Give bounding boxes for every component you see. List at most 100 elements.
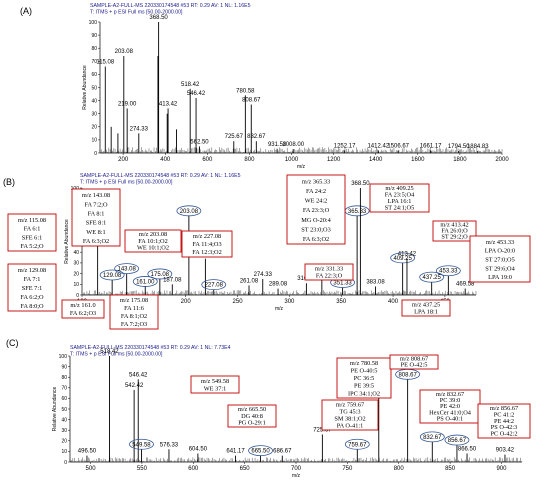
annotation-border <box>109 294 159 330</box>
annotation-lipid: PE 44:2 <box>494 418 514 425</box>
annotation-border <box>190 375 240 394</box>
annotation-lipid: PE 39:5 <box>354 383 374 390</box>
x-tick-label: 550 <box>137 466 148 472</box>
peak-label: 546.42 <box>129 372 148 378</box>
annotation-box: m/z 365.33 FA 24:2 WE 24:2 FA 23:3;O MG O-20… <box>286 174 346 245</box>
annotation-lipid: FA 8:1 <box>88 210 105 217</box>
annotation-lipid: FA 22:3;O <box>316 272 343 279</box>
peak-label: 518.42 <box>181 82 200 88</box>
annotation-mz: m/z 453.33 <box>486 239 514 246</box>
annotation-lipid: LPA 18:1 <box>414 308 438 315</box>
x-tick-label: 650 <box>240 466 251 472</box>
y-tick-label: 80 <box>91 46 97 52</box>
annotation-mz: m/z 409.25 <box>385 185 413 192</box>
annotation-box: m/z 161.0FA 6:2;O3 <box>61 299 105 319</box>
peak-label: 143.08 <box>117 267 136 273</box>
peak-label: 832.67 <box>423 435 442 441</box>
annotation-border <box>477 403 531 439</box>
panel-label: (B) <box>3 177 15 187</box>
peak-label: 261.08 <box>240 278 259 284</box>
peak-label: 203.08 <box>180 209 199 215</box>
annotation-lipid: FA 23:5;O4 <box>385 192 415 199</box>
y-tick-label: 30 <box>73 261 79 267</box>
x-tick-label: 1600 <box>411 157 425 163</box>
annotation-mz: m/z 143.08 <box>82 192 110 199</box>
annotation-mz: m/z 203.08 <box>139 231 167 238</box>
annotation-lipid: FA 11:6 <box>124 305 144 312</box>
y-tick-label: 40 <box>91 98 97 104</box>
peak-label: 725.67 <box>225 134 244 140</box>
y-tick-label: 50 <box>61 407 67 413</box>
annotation-lipid: PC 36:5 <box>354 375 374 382</box>
annotation-lipid: ST 29:6;O4 <box>485 265 515 272</box>
annotation-mz: m/z 856.67 <box>490 405 518 412</box>
annotation-border <box>321 399 379 431</box>
peak-label: 808.67 <box>242 98 261 104</box>
annotation-lipid: PG O-29:1 <box>238 420 265 427</box>
y-tick-label: 10 <box>61 449 67 455</box>
annotation-border <box>7 213 57 252</box>
annotation-lipid: LPA O-20:0 <box>485 248 515 255</box>
annotation-border <box>71 188 121 247</box>
peak-highlight-circle <box>419 431 445 443</box>
peak-label: 518.42 <box>100 349 119 355</box>
scan-header-line-1: SAMPLE-A2-FULL-MS 220330174548 #53 RT: 0… <box>90 3 251 9</box>
y-tick-label: 100 <box>59 354 68 360</box>
annotation-mz: m/z 413.42 <box>440 222 468 229</box>
annotation-lipid: PC 41:2 <box>494 411 514 418</box>
annotation-lipid: LPA 19:0 <box>488 274 512 281</box>
peak-label: 175.08 <box>151 272 170 278</box>
y-tick-label: 40 <box>61 417 67 423</box>
x-tick-label: 200 <box>118 157 129 163</box>
peak-highlight-circle <box>390 252 416 264</box>
annotation-lipid: MG O-20:4 <box>301 217 331 224</box>
y-tick-label: 50 <box>91 85 97 91</box>
peak-label: 780.58 <box>236 88 255 94</box>
annotation-lipid: FA 8:1;O2 <box>121 313 147 320</box>
x-tick-label: 1400 <box>369 157 383 163</box>
annotation-mz: m/z 437.25 <box>412 301 440 308</box>
annotation-mz: m/z 175.08 <box>120 297 148 304</box>
peak-label: 274.33 <box>130 126 149 132</box>
peak-label: 1884.83 <box>467 144 489 150</box>
x-tick-label: 600 <box>202 157 213 163</box>
y-tick-label: 0 <box>94 151 97 157</box>
annotation-lipid: FA 6:2;O <box>20 294 44 301</box>
y-axis-label: Relative Abundance <box>82 65 88 110</box>
y-tick-label: 20 <box>61 439 67 445</box>
annotation-lipid: FA 12:3;O2 <box>192 249 221 256</box>
panel-label: (C) <box>6 338 19 348</box>
peak-label: 187.08 <box>163 277 182 283</box>
y-tick-label: 30 <box>61 428 67 434</box>
peak-label: 161.00 <box>136 279 155 285</box>
annotation-lipid: FA 7:2;O <box>84 201 108 208</box>
peak-label: 1252.17 <box>334 143 356 149</box>
peak-label: 866.50 <box>458 447 477 453</box>
x-axis-label: m/z <box>292 473 301 479</box>
peak-label: 496.50 <box>78 449 97 455</box>
y-tick-label: 30 <box>91 112 97 118</box>
x-tick-label: 900 <box>496 466 507 472</box>
annotation-lipid: ST 27:0;O5 <box>485 256 514 263</box>
annotation-border <box>401 299 451 317</box>
annotation-border <box>181 230 233 258</box>
peak-label: 383.08 <box>366 279 385 285</box>
x-tick-label: 850 <box>445 466 456 472</box>
annotation-border <box>432 220 477 242</box>
annotation-box: m/z 129.08 FA 7:1 SFE 7:1 FA 6:2;O FA 8:0;O <box>7 263 57 312</box>
annotation-lipid: SFE 7:1 <box>22 285 42 292</box>
annotation-lipid: DG 40:8 <box>241 413 263 420</box>
annotation-box: m/z 143.08 FA 7:2;O FA 8:1 SFE 8:1 WE 8:1 FA … <box>71 188 121 247</box>
x-tick-label: 400 <box>388 299 399 305</box>
peak-label: 351.33 <box>333 281 352 287</box>
annotation-lipid: TG 45:3 <box>339 408 360 415</box>
annotation-border <box>336 357 392 399</box>
peak-label: 289.08 <box>269 282 288 288</box>
x-tick-label: 750 <box>342 466 353 472</box>
x-axis-label: m/z <box>275 306 284 312</box>
